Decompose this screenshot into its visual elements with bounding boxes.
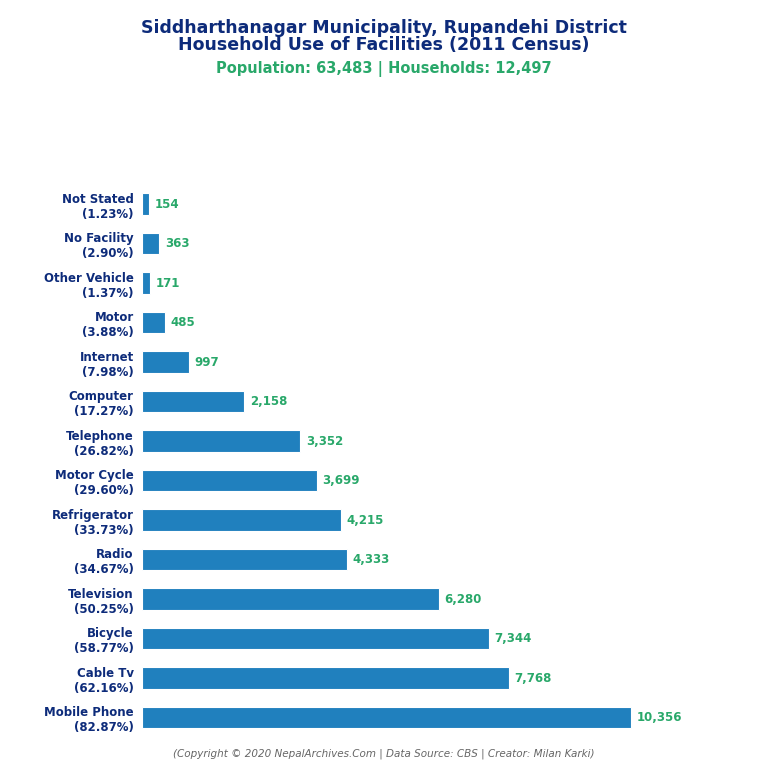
Text: 7,344: 7,344 [495,632,532,645]
Text: 485: 485 [170,316,195,329]
Bar [142,548,346,571]
Bar [142,430,300,452]
Text: (Copyright © 2020 NepalArchives.Com | Data Source: CBS | Creator: Milan Karki): (Copyright © 2020 NepalArchives.Com | Da… [174,748,594,759]
Text: 2,158: 2,158 [250,395,287,408]
Bar [142,707,631,728]
Text: 3,352: 3,352 [306,435,343,448]
Text: Siddharthanagar Municipality, Rupandehi District: Siddharthanagar Municipality, Rupandehi … [141,19,627,37]
Text: 10,356: 10,356 [637,711,682,724]
Bar [142,391,244,412]
Text: Household Use of Facilities (2011 Census): Household Use of Facilities (2011 Census… [178,36,590,54]
Text: 171: 171 [156,276,180,290]
Bar [142,272,151,294]
Text: 6,280: 6,280 [444,593,482,605]
Text: 154: 154 [155,197,180,210]
Bar [142,351,189,373]
Bar [142,470,316,492]
Bar [142,233,159,254]
Text: 7,768: 7,768 [515,671,552,684]
Bar [142,312,165,333]
Text: 4,215: 4,215 [346,514,384,527]
Text: Population: 63,483 | Households: 12,497: Population: 63,483 | Households: 12,497 [216,61,552,78]
Text: 4,333: 4,333 [353,553,389,566]
Text: 363: 363 [165,237,190,250]
Bar [142,627,488,650]
Text: 3,699: 3,699 [323,474,360,487]
Text: 997: 997 [195,356,220,369]
Bar [142,588,439,610]
Bar [142,194,149,215]
Bar [142,509,341,531]
Bar [142,667,509,689]
